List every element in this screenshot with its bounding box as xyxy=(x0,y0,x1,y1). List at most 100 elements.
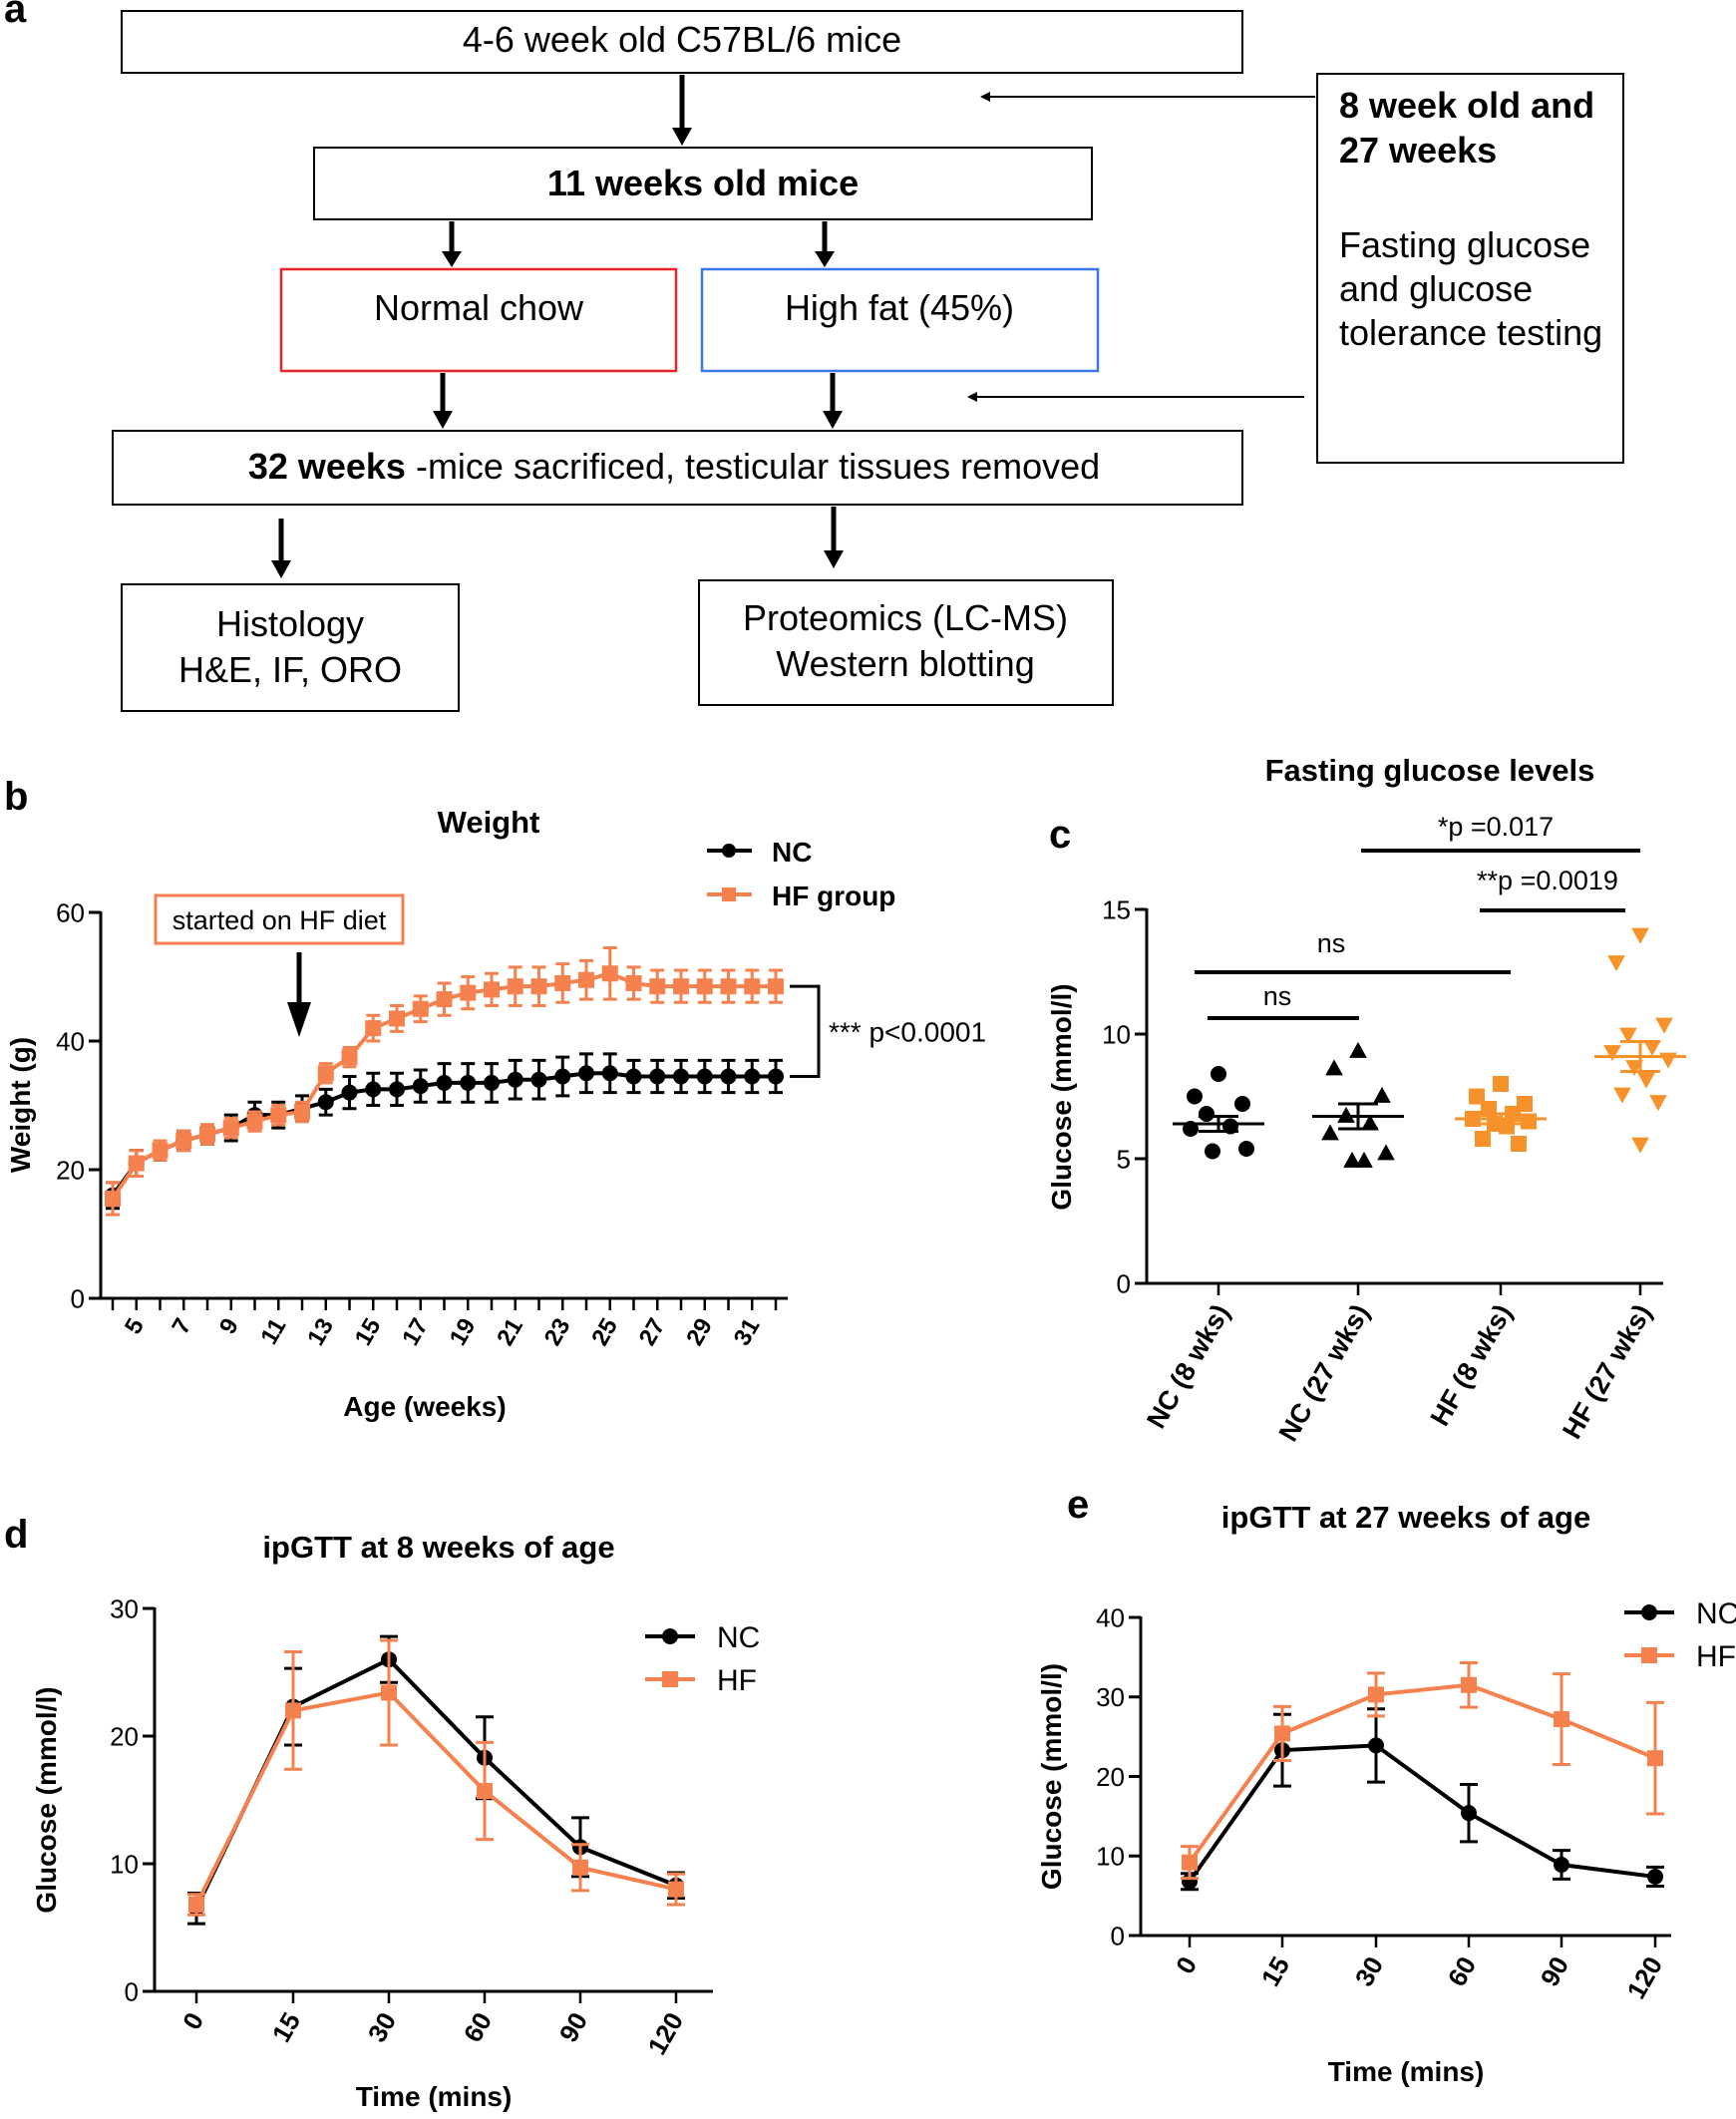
data-point xyxy=(530,1071,547,1088)
group-0 xyxy=(1173,1066,1264,1160)
data-point xyxy=(477,1783,493,1800)
x-tick-label: 31 xyxy=(729,1314,766,1351)
legend-label-nc: NC xyxy=(1696,1597,1736,1630)
x-tick-label: 23 xyxy=(539,1314,576,1351)
data-point xyxy=(507,978,523,995)
data-point xyxy=(1373,1086,1391,1103)
data-point xyxy=(484,1074,500,1091)
data-point xyxy=(1554,1711,1569,1728)
data-point xyxy=(1368,1686,1384,1703)
y-tick-label: 60 xyxy=(56,897,85,927)
x-tick-label: 120 xyxy=(642,2007,690,2060)
data-point xyxy=(128,1155,145,1172)
box-proteomics-line-1: Proteomics (LC-MS) xyxy=(743,597,1068,638)
data-point xyxy=(1631,927,1649,944)
data-point xyxy=(572,1859,588,1876)
data-point xyxy=(601,1065,618,1082)
x-tick-label: 25 xyxy=(586,1314,623,1351)
data-point xyxy=(188,1896,204,1913)
data-point xyxy=(649,1068,666,1085)
x-tick-label: 0 xyxy=(1170,1951,1203,1979)
data-point xyxy=(1461,1676,1477,1693)
x-tick-label: 60 xyxy=(458,2007,498,2047)
box-histology-line-2: H&E, IF, ORO xyxy=(178,649,402,690)
side-line-1: Fasting glucose xyxy=(1339,224,1590,265)
y-axis-title: Glucose (mmol/l) xyxy=(1046,983,1077,1210)
data-point xyxy=(317,1094,334,1111)
data-point xyxy=(1469,1088,1485,1105)
x-tick-label: 15 xyxy=(350,1314,387,1351)
data-point xyxy=(294,1103,310,1120)
data-point xyxy=(720,1068,737,1085)
box-normal-chow xyxy=(279,267,678,373)
data-point xyxy=(554,1068,571,1085)
data-point xyxy=(1355,1151,1373,1168)
data-point xyxy=(673,1068,689,1085)
x-tick-label: 90 xyxy=(553,2007,593,2047)
flow-arrows xyxy=(271,75,844,578)
arrow-head-4 xyxy=(433,411,453,429)
data-point xyxy=(246,1113,263,1130)
data-point xyxy=(1521,1113,1537,1130)
x-tick-label: 27 xyxy=(634,1314,671,1351)
data-point xyxy=(199,1126,215,1143)
data-point xyxy=(412,1078,429,1095)
significance-label: *** p<0.0001 xyxy=(829,1016,986,1047)
series-nc xyxy=(187,1634,685,1926)
comparison-label: ns xyxy=(1263,981,1292,1011)
group-1 xyxy=(1312,1041,1404,1168)
data-point xyxy=(1637,1072,1655,1089)
y-tick-label: 10 xyxy=(110,1849,139,1879)
data-point xyxy=(365,1020,382,1037)
data-point xyxy=(317,1065,334,1082)
series-hf xyxy=(187,1638,685,1917)
side-bold-line-2: 27 weeks xyxy=(1339,130,1497,171)
data-point xyxy=(1377,1144,1395,1161)
legend-marker-hf xyxy=(722,887,736,901)
data-point xyxy=(1222,1118,1238,1135)
data-point xyxy=(1349,1041,1367,1058)
box-proteomics-line-2: Western blotting xyxy=(776,643,1034,684)
arrow-head-7 xyxy=(824,550,844,568)
data-point xyxy=(412,1000,429,1017)
y-tick-label: 0 xyxy=(1117,1268,1131,1298)
panel-e-label: e xyxy=(1067,1483,1089,1527)
box-histology-line-1: Histology xyxy=(216,603,364,644)
series-line xyxy=(194,1690,677,1906)
chart-weight: 0 20 40 60 5 7 9 11 13 15 17 19 21 23 25 27 29 31 Weight Ag… xyxy=(5,805,986,1422)
data-point xyxy=(1655,1017,1673,1034)
legend-marker-nc xyxy=(722,844,736,858)
data-point xyxy=(668,1881,684,1898)
box-32-weeks xyxy=(112,430,1243,506)
data-point xyxy=(1647,1868,1663,1885)
side-line-3: tolerance testing xyxy=(1339,312,1602,353)
data-point xyxy=(1234,1096,1250,1112)
box-histology xyxy=(121,583,460,712)
series-nc xyxy=(1181,1707,1664,1892)
data-point xyxy=(1325,1059,1343,1076)
legend-label-hf: HF xyxy=(717,1664,757,1697)
box-high-fat xyxy=(700,267,1100,373)
data-point xyxy=(389,1081,405,1098)
data-point xyxy=(1361,1114,1379,1131)
y-tick-label: 10 xyxy=(1102,1019,1131,1049)
data-point xyxy=(270,1107,287,1124)
comparison-label: ns xyxy=(1317,928,1346,958)
data-point xyxy=(1321,1124,1339,1141)
legend-marker-hf xyxy=(1641,1647,1657,1663)
x-tick-label: 60 xyxy=(1442,1951,1482,1991)
box-32-weeks-label: 32 weeks -mice sacrificed, testicular ti… xyxy=(248,446,1100,487)
data-point xyxy=(578,1065,594,1082)
data-point xyxy=(649,978,666,995)
legend-marker-nc xyxy=(662,1628,678,1644)
data-point xyxy=(1199,1106,1215,1122)
x-axis-title: Age (weeks) xyxy=(343,1391,506,1422)
data-point xyxy=(744,1068,761,1085)
data-point xyxy=(436,991,453,1008)
x-tick-label: 30 xyxy=(362,2007,402,2047)
data-point xyxy=(1554,1857,1569,1874)
chart-fasting-glucose: 0 5 10 15 NC (8 wks) NC (27 wks) HF (8 wks) HF … xyxy=(1046,753,1686,1447)
x-tick-label: 5 xyxy=(120,1314,150,1339)
data-point xyxy=(1649,1095,1667,1112)
